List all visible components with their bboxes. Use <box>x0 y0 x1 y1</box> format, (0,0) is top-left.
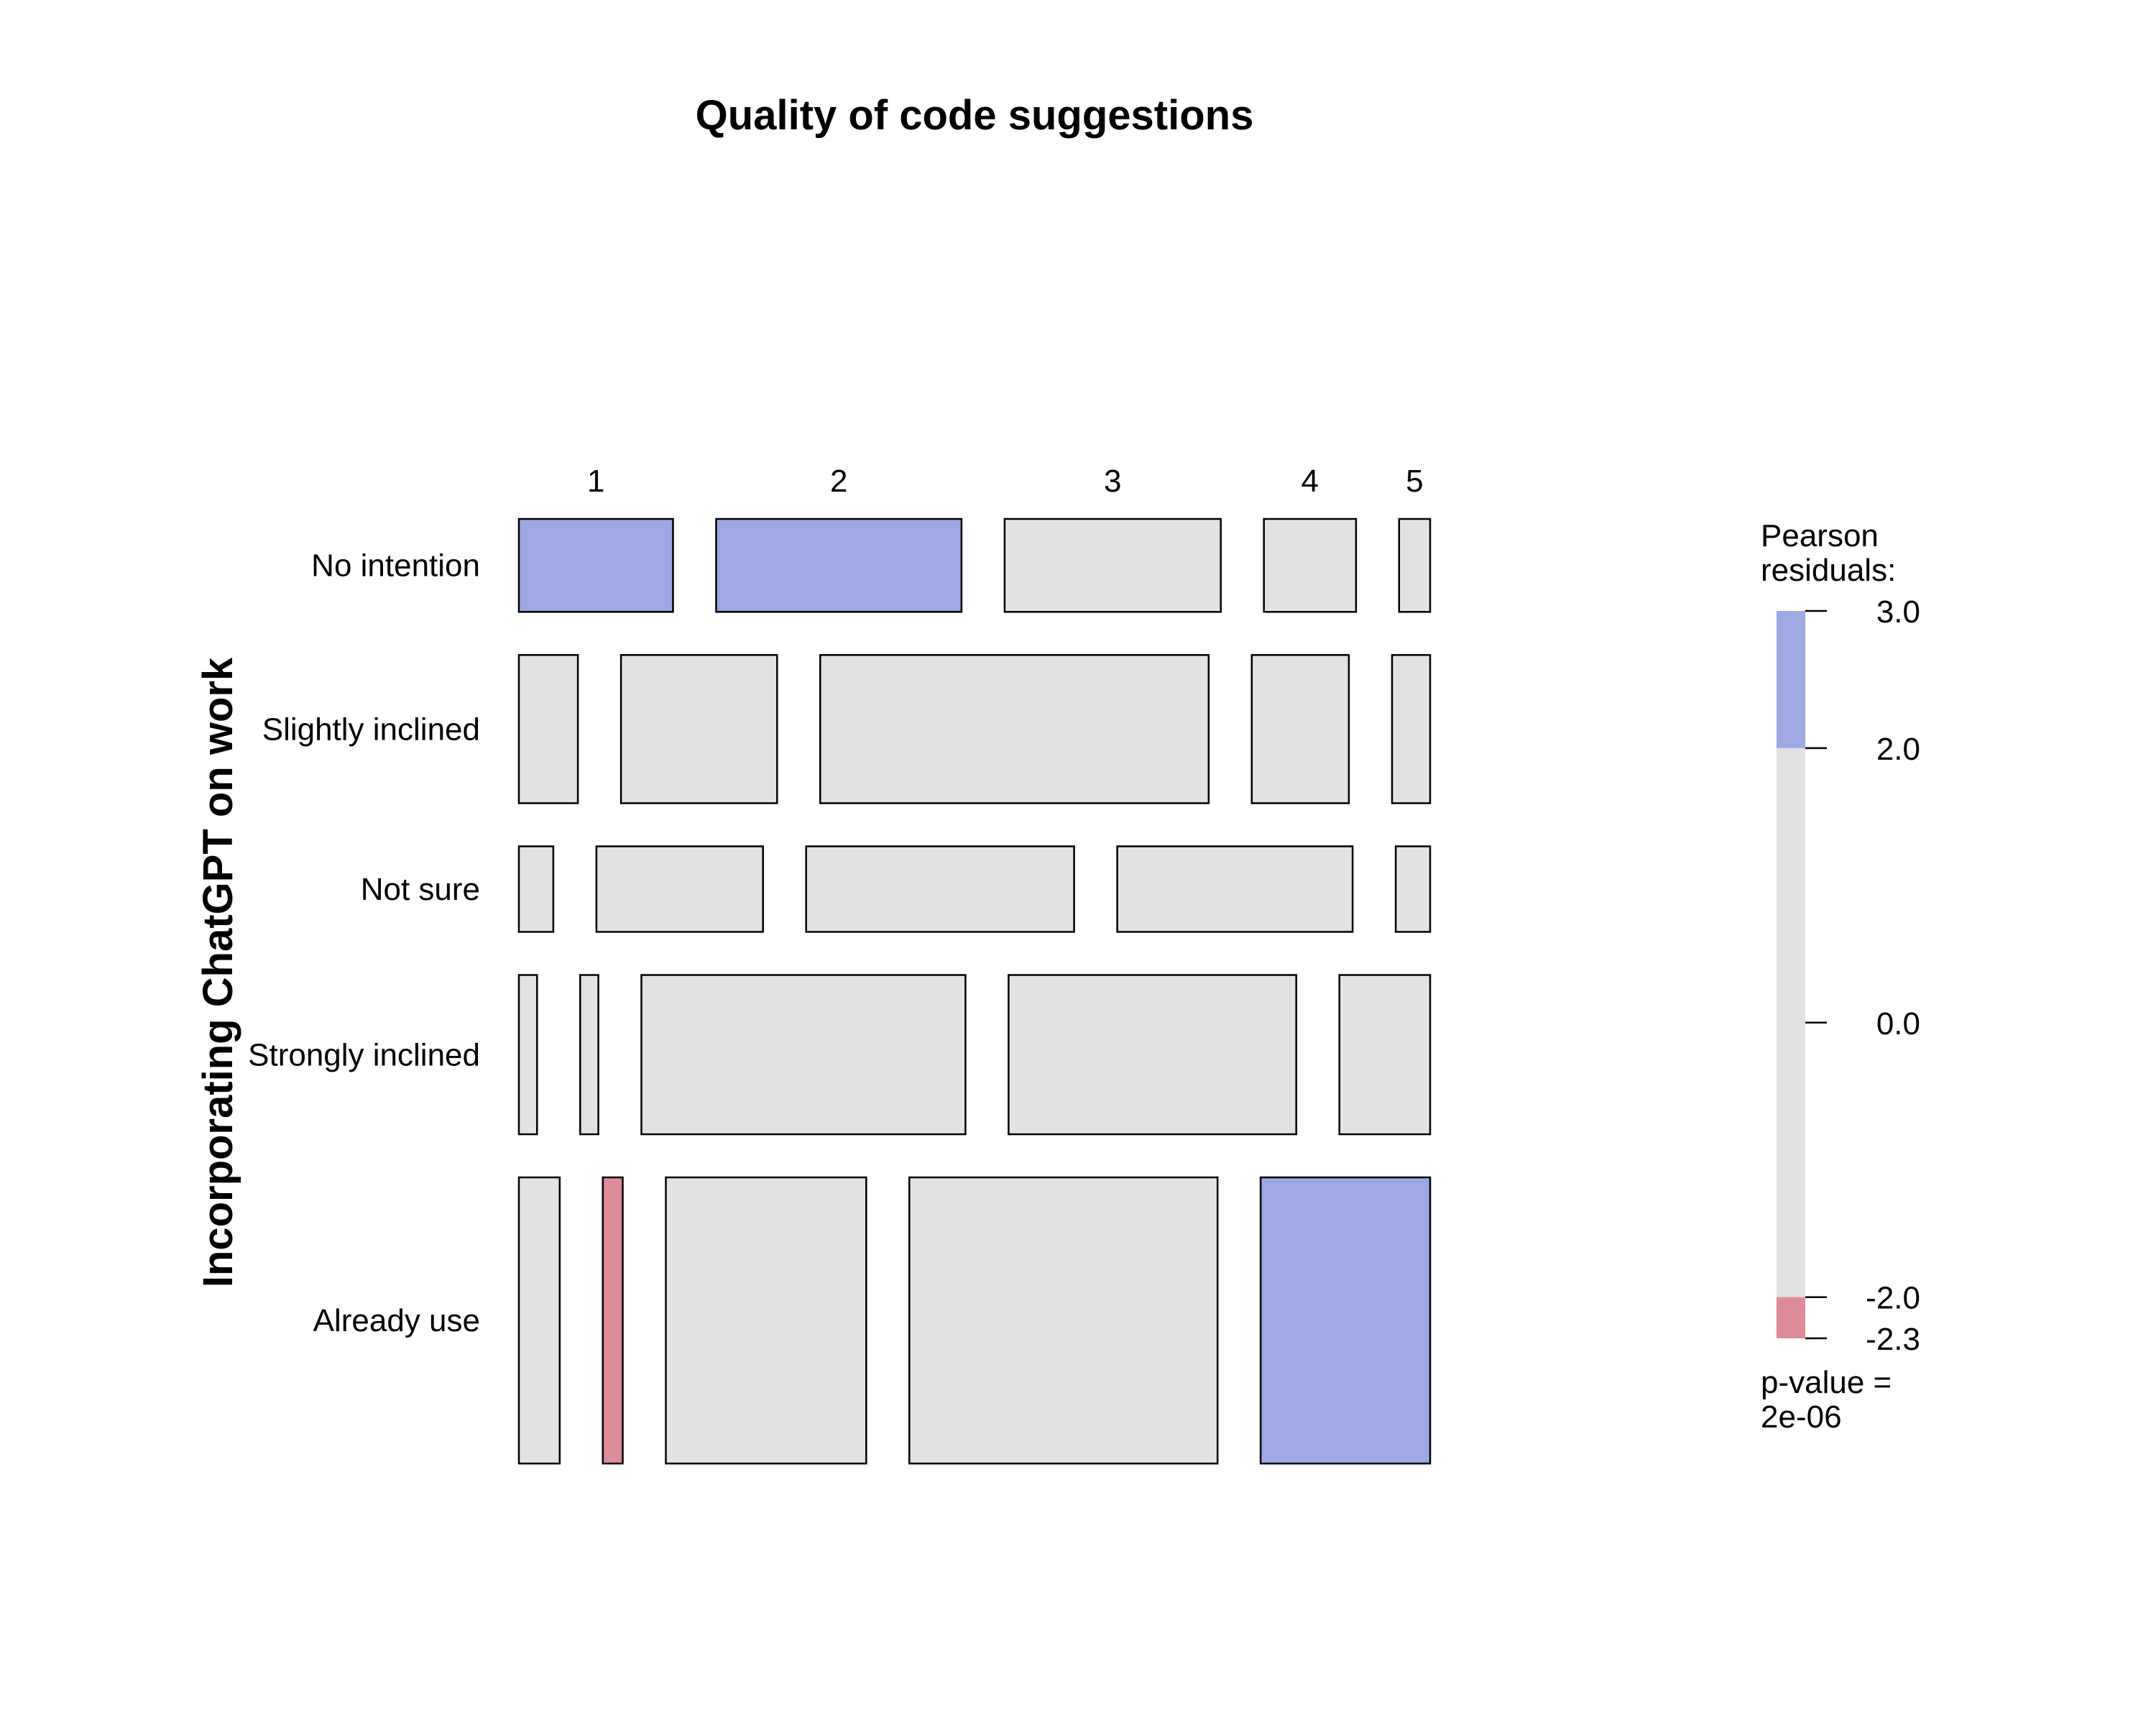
legend-segment-positive <box>1777 611 1805 748</box>
mosaic-cell-row5-col3 <box>665 1176 867 1465</box>
legend-segment-negative <box>1777 1297 1805 1338</box>
column-label-1: 1 <box>587 464 604 499</box>
residual-legend: Pearson residuals: 3.0 2.0 0.0 -2.0 -2.3 p-v… <box>1761 518 1920 1435</box>
legend-title-line1: Pearson <box>1761 518 1879 553</box>
column-labels: 1 2 3 4 5 <box>587 464 1424 499</box>
mosaic-cell-row3-col1 <box>517 845 555 933</box>
mosaic-cell-row1-col5 <box>1398 518 1432 613</box>
y-axis-title: Incorporating ChatGPT on work <box>195 657 241 1287</box>
mosaic-cell-row3-col2 <box>595 845 764 933</box>
legend-segment-neutral <box>1777 748 1805 1297</box>
legend-ticks: 3.0 2.0 0.0 -2.0 -2.3 <box>1805 594 1920 1357</box>
legend-color-bar <box>1777 611 1805 1338</box>
mosaic-cells <box>517 518 1432 1465</box>
mosaic-cell-row3-col5 <box>1394 845 1432 933</box>
column-label-4: 4 <box>1302 464 1319 499</box>
pvalue-line1: p-value = <box>1761 1365 1892 1400</box>
mosaic-cell-row2-col1 <box>517 654 579 804</box>
column-label-5: 5 <box>1406 464 1423 499</box>
mosaic-cell-row3-col4 <box>1116 845 1354 933</box>
mosaic-cell-row5-col1 <box>517 1176 561 1465</box>
mosaic-cell-row5-col2 <box>602 1176 624 1465</box>
mosaic-cell-row4-col5 <box>1338 974 1432 1136</box>
legend-tick-label-3: 0.0 <box>1876 1006 1920 1041</box>
mosaic-cell-row2-col3 <box>819 654 1210 804</box>
mosaic-cell-row5-col4 <box>908 1176 1219 1465</box>
mosaic-cell-row4-col4 <box>1008 974 1297 1136</box>
mosaic-cell-row5-col5 <box>1259 1176 1432 1465</box>
pvalue-line2: 2e-06 <box>1761 1399 1842 1435</box>
mosaic-cell-row1-col2 <box>715 518 963 613</box>
legend-tick-label-4: -2.0 <box>1866 1281 1920 1316</box>
column-label-3: 3 <box>1104 464 1121 499</box>
mosaic-cell-row2-col5 <box>1391 654 1432 804</box>
legend-tick-label-1: 3.0 <box>1876 594 1920 630</box>
mosaic-cell-row1-col1 <box>517 518 674 613</box>
row-label-5: Already use <box>313 1303 480 1338</box>
column-label-2: 2 <box>830 464 847 499</box>
chart-title: Quality of code suggestions <box>696 92 1254 139</box>
legend-tick-label-2: 2.0 <box>1876 732 1920 767</box>
mosaic-cell-row4-col2 <box>579 974 599 1136</box>
mosaic-cell-row1-col4 <box>1263 518 1358 613</box>
mosaic-cell-row2-col2 <box>619 654 778 804</box>
mosaic-cell-row4-col3 <box>640 974 967 1136</box>
row-label-4: Strongly inclined <box>248 1037 480 1072</box>
legend-title-line2: residuals: <box>1761 553 1896 588</box>
mosaic-cell-row2-col4 <box>1250 654 1350 804</box>
row-label-1: No intention <box>311 548 480 584</box>
mosaic-cell-row1-col3 <box>1003 518 1222 613</box>
mosaic-cell-row4-col1 <box>517 974 538 1136</box>
row-label-3: Not sure <box>361 872 480 907</box>
mosaic-cell-row3-col3 <box>805 845 1075 933</box>
row-label-2: Slightly inclined <box>262 712 480 747</box>
legend-tick-label-5: -2.3 <box>1866 1322 1920 1357</box>
row-labels: No intention Slightly inclined Not sure Str… <box>248 548 480 1339</box>
